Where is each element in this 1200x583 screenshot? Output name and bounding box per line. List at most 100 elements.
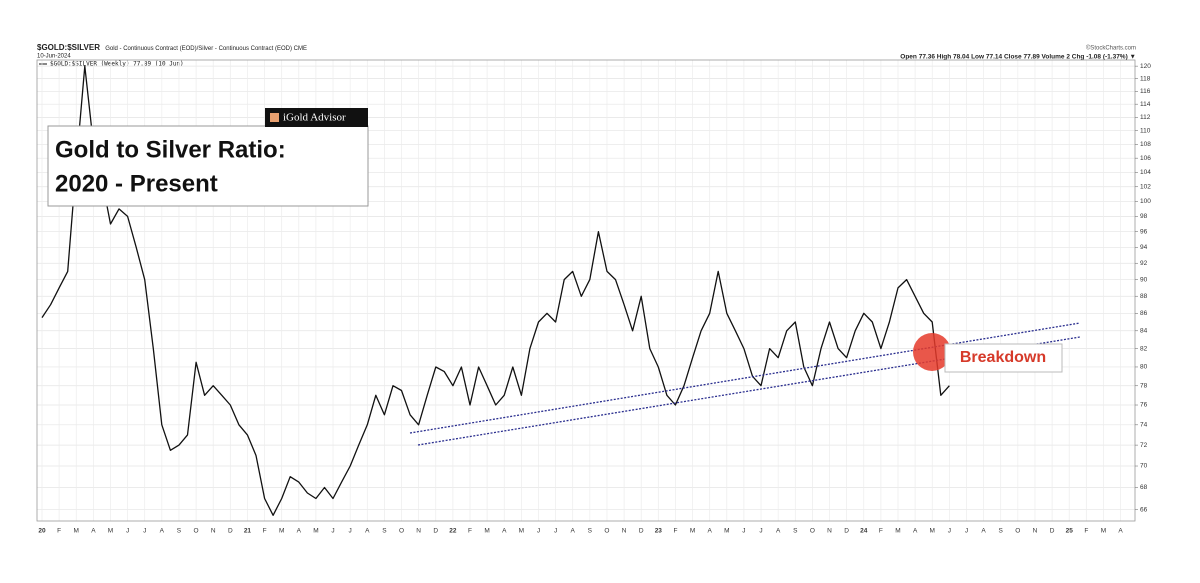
- breakdown-marker: [913, 333, 951, 371]
- x-tick-label: M: [279, 528, 284, 535]
- symbol: $GOLD:$SILVER: [37, 43, 100, 52]
- x-tick-label: F: [879, 528, 883, 535]
- x-tick-label: 21: [244, 528, 252, 535]
- x-tick-label: F: [468, 528, 472, 535]
- x-tick-label: N: [211, 528, 216, 535]
- y-tick-label: 74: [1140, 422, 1148, 429]
- x-tick-label: A: [1118, 528, 1123, 535]
- x-tick-label: N: [416, 528, 421, 535]
- x-tick-label: A: [776, 528, 781, 535]
- y-tick-label: 104: [1140, 169, 1151, 176]
- x-tick-label: M: [74, 528, 79, 535]
- x-tick-label: D: [844, 528, 849, 535]
- x-tick-label: F: [1084, 528, 1088, 535]
- annotation: Breakdown: [960, 349, 1046, 366]
- date: 10-Jun-2024: [37, 54, 71, 60]
- x-tick-label: D: [433, 528, 438, 535]
- x-tick-label: A: [297, 528, 302, 535]
- x-tick-label: M: [484, 528, 489, 535]
- source: ©StockCharts.com: [1086, 45, 1136, 52]
- y-tick-label: 106: [1140, 155, 1151, 162]
- x-tick-label: F: [57, 528, 61, 535]
- y-tick-label: 114: [1140, 101, 1151, 108]
- description: Gold - Continuous Contract (EOD)/Silver …: [105, 46, 307, 52]
- x-tick-label: A: [571, 528, 576, 535]
- y-tick-label: 84: [1140, 327, 1148, 334]
- legend-label: $GOLD:$SILVER (Weekly) 77.89 (10 Jun): [50, 61, 184, 68]
- x-tick-label: J: [965, 528, 968, 535]
- x-tick-label: N: [622, 528, 627, 535]
- x-tick-label: S: [382, 528, 387, 535]
- y-tick-label: 82: [1140, 345, 1148, 352]
- badge-label: iGold Advisor: [283, 112, 346, 124]
- x-tick-label: O: [194, 528, 199, 535]
- y-tick-label: 88: [1140, 293, 1148, 300]
- x-tick-label: J: [126, 528, 129, 535]
- x-tick-label: J: [331, 528, 334, 535]
- x-tick-label: 25: [1066, 528, 1074, 535]
- y-tick-label: 112: [1140, 114, 1151, 121]
- x-tick-label: 20: [38, 528, 46, 535]
- title-box: [47, 125, 369, 207]
- x-tick-label: F: [263, 528, 267, 535]
- x-tick-label: A: [365, 528, 370, 535]
- y-tick-label: 78: [1140, 382, 1148, 389]
- x-tick-label: M: [690, 528, 695, 535]
- x-tick-label: J: [349, 528, 352, 535]
- y-tick-label: 76: [1140, 402, 1148, 409]
- annotation-box: [944, 343, 1063, 373]
- y-tick-label: 80: [1140, 364, 1148, 371]
- x-tick-label: M: [895, 528, 900, 535]
- series-line: [41, 65, 950, 516]
- x-tick-label: O: [604, 528, 609, 535]
- header-line: $GOLD:$SILVER Gold - Continuous Contract…: [37, 43, 307, 52]
- x-tick-label: M: [930, 528, 935, 535]
- x-tick-label: M: [519, 528, 524, 535]
- x-tick-label: D: [1050, 528, 1055, 535]
- y-tick-label: 66: [1140, 506, 1148, 513]
- x-tick-label: A: [160, 528, 165, 535]
- x-tick-label: A: [708, 528, 713, 535]
- x-tick-label: 24: [860, 528, 868, 535]
- x-tick-label: M: [108, 528, 113, 535]
- x-tick-label: A: [91, 528, 96, 535]
- x-tick-label: 23: [655, 528, 663, 535]
- plot-frame: [36, 59, 1136, 522]
- subtitle: 2020 - Present: [55, 170, 218, 197]
- y-tick-label: 96: [1140, 228, 1148, 235]
- x-tick-label: F: [673, 528, 677, 535]
- x-tick-label: S: [999, 528, 1004, 535]
- x-tick-label: J: [143, 528, 146, 535]
- x-tick-label: S: [588, 528, 593, 535]
- x-tick-label: A: [502, 528, 507, 535]
- y-tick-label: 70: [1140, 463, 1148, 470]
- y-tick-label: 118: [1140, 75, 1151, 82]
- x-tick-label: J: [759, 528, 762, 535]
- y-tick-label: 120: [1140, 63, 1151, 70]
- badge-icon: [270, 113, 279, 122]
- x-tick-label: J: [742, 528, 745, 535]
- y-tick-label: 86: [1140, 310, 1148, 317]
- y-tick-label: 110: [1140, 127, 1151, 134]
- badge: [265, 108, 368, 127]
- x-tick-label: A: [981, 528, 986, 535]
- y-tick-label: 92: [1140, 260, 1148, 267]
- x-tick-label: A: [913, 528, 918, 535]
- x-tick-label: J: [537, 528, 540, 535]
- x-tick-label: J: [554, 528, 557, 535]
- quote: Open 77.36 High 78.04 Low 77.14 Close 77…: [900, 54, 1136, 61]
- x-tick-label: O: [1015, 528, 1020, 535]
- title: Gold to Silver Ratio:: [55, 136, 286, 163]
- y-tick-label: 116: [1140, 88, 1151, 95]
- x-tick-label: N: [1033, 528, 1038, 535]
- x-tick-label: S: [793, 528, 798, 535]
- x-tick-label: M: [1101, 528, 1106, 535]
- trend-line: [409, 322, 1081, 434]
- x-tick-label: D: [228, 528, 233, 535]
- x-tick-label: 22: [449, 528, 457, 535]
- x-tick-label: N: [827, 528, 832, 535]
- x-tick-label: D: [639, 528, 644, 535]
- x-tick-label: O: [399, 528, 404, 535]
